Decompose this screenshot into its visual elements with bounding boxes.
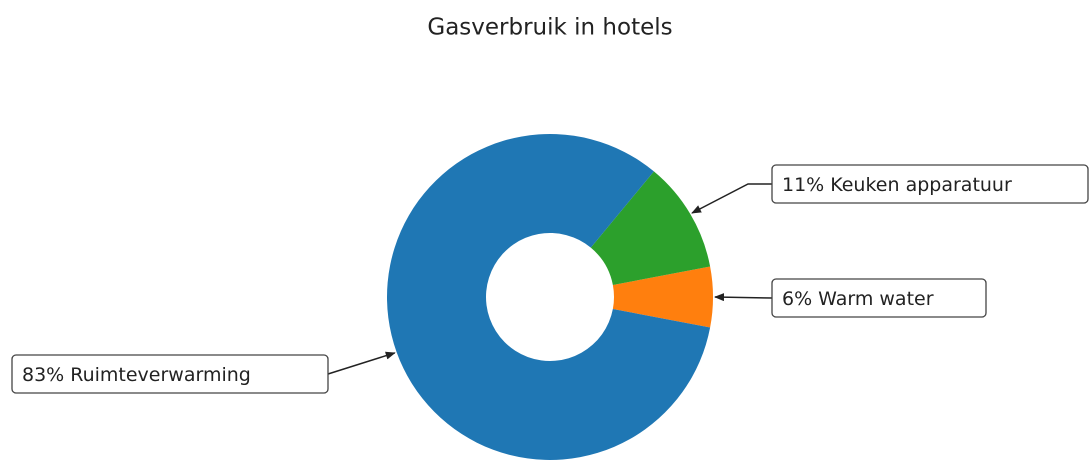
- label-box: [771, 278, 987, 318]
- annotation-arrow: [714, 293, 773, 302]
- value-label: 83%: [22, 364, 64, 386]
- label-box: [11, 354, 329, 394]
- slice: [590, 171, 711, 286]
- value-label: 6%: [782, 288, 812, 310]
- annotation-arrow: [691, 183, 772, 214]
- slice: [387, 134, 711, 460]
- annotation-arrow: [327, 351, 396, 375]
- category-label: Ruimteverwarming: [70, 364, 251, 386]
- chart-title: Gasverbruik in hotels: [427, 15, 672, 41]
- slice: [612, 266, 713, 328]
- slice-label: 83% Ruimteverwarming: [22, 364, 251, 386]
- category-label: Keuken apparatuur: [830, 174, 1012, 196]
- slice-label: 6% Warm water: [782, 288, 934, 310]
- value-label: 11%: [782, 174, 824, 196]
- label-box: [771, 164, 1089, 204]
- slice-label: 11% Keuken apparatuur: [782, 174, 1012, 196]
- category-label: Warm water: [818, 288, 934, 310]
